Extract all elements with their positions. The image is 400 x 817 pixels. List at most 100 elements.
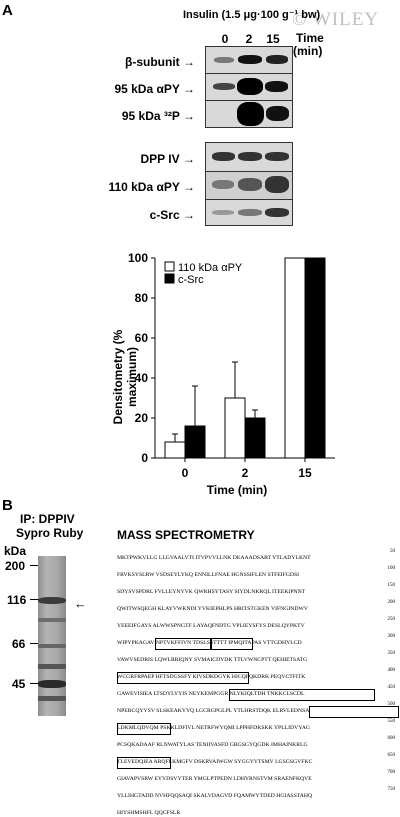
blot-band <box>265 81 288 92</box>
blot-beta-subunit <box>205 46 293 74</box>
gel-band <box>38 680 66 688</box>
blot-band <box>213 83 235 90</box>
chart-bar <box>224 397 246 459</box>
chart-y-tick-label: 0 <box>141 451 148 465</box>
sequence-position-number: 600 <box>387 736 396 741</box>
chart-bar <box>304 257 326 459</box>
blot-label-text: 110 kDa αPY <box>108 180 180 194</box>
chart-x-tick-label: 15 <box>298 466 312 480</box>
chart-x-axis-label: Time (min) <box>207 483 267 497</box>
sequence-position-number: 300 <box>387 634 396 639</box>
sequence-position-number: 500 <box>387 702 396 707</box>
chart-y-axis-label: Densitometry (% maximum) <box>111 329 139 425</box>
sequence-position-number: 100 <box>387 566 396 571</box>
blot-dpp-iv <box>205 142 293 172</box>
sequence-position-number: 650 <box>387 753 396 758</box>
sequence-line: LDKMLQDVQM PSKKLDFIVL NETRFWYQMI LPPHFDK… <box>117 725 310 731</box>
densitometry-chart: 0 20 40 60 80 100 0 2 15 Time (min) 110 kDa αPYc-S… <box>128 251 335 497</box>
chart-bar <box>244 417 266 459</box>
sequence-position-number: 350 <box>387 651 396 656</box>
sequence-position-number: 450 <box>387 685 396 690</box>
sequence-position-number: 150 <box>387 583 396 588</box>
marker-66: 66 <box>12 637 26 651</box>
blot-band <box>212 210 234 215</box>
lane-label-15: 15 <box>266 32 280 46</box>
chart-x-tick-label: 0 <box>182 466 189 480</box>
kda-label: kDa <box>4 544 27 558</box>
sequence-line: NPERCQYYSV SLSKEAKYYQ LGCRGPGLPL YTLHRST… <box>117 708 310 714</box>
chart-y-tick-label: 100 <box>128 251 148 265</box>
blot-band <box>212 180 234 189</box>
blot-label-text: DPP IV <box>140 152 180 166</box>
blot-label-text: β-subunit <box>125 55 180 69</box>
blot-95kda-apy <box>205 73 293 101</box>
chart-bar <box>164 441 186 459</box>
blot-band <box>238 152 262 161</box>
time-label: Time <box>296 31 324 45</box>
sequence-position-number: 50 <box>390 549 395 554</box>
blot-band <box>238 209 262 216</box>
blot-label-text: 95 kDa ³²P <box>121 109 180 123</box>
chart-legend-swatch <box>164 261 175 272</box>
marker-tick <box>30 599 38 600</box>
sequence-line: VAWVSEDRIS LQWLRRIQNY SVMAICDYDK TTLVWNC… <box>117 657 308 663</box>
protein-sequence: MKTPWKVLLG LLGVAALVTI ITVPVVLLNK DEAAADS… <box>117 549 399 816</box>
peptide-coverage-box <box>117 757 171 769</box>
marker-45: 45 <box>12 677 26 691</box>
sypro-ruby-gel-lane <box>38 556 66 716</box>
sequence-position-number: 400 <box>387 668 396 673</box>
sequence-line: FRVKSYSLRW VSDSEYLYKQ ENNILLFNAE HGNSSIF… <box>117 572 300 578</box>
peptide-coverage-box <box>117 723 171 735</box>
sequence-line: YLLIHGTADD NVHFQQSAQI SKALVDAGVD FQAMWYT… <box>117 793 313 799</box>
sequence-position-number: 250 <box>387 617 396 622</box>
chart-y-tick-label: 60 <box>135 331 149 345</box>
sequence-line: PCSQKADAAF RLNWATYLAS TENIIVASFD GRGSGYQ… <box>117 742 308 748</box>
peptide-coverage-box <box>229 689 375 701</box>
chart-bar <box>284 257 306 459</box>
marker-200: 200 <box>5 559 26 573</box>
blot-label-text: c-Src <box>149 208 180 222</box>
sequence-line: WCGRFRPAEP HFTSDGSSFY KIVSDKDGYK HICQFQK… <box>117 674 306 680</box>
sequence-line: SDYSVSPDRL FVLLEYNYVK QWRHSYTASY SIYDLNK… <box>117 589 306 595</box>
sequence-position-number: 750 <box>387 787 396 792</box>
blot-label-beta-subunit: β-subunit → <box>125 55 195 69</box>
chart-y-tick-label: 80 <box>135 291 149 305</box>
blot-110kda-apy <box>205 171 293 200</box>
blot-95kda-32p <box>205 100 293 128</box>
marker-tick <box>30 565 38 566</box>
chart-legend-swatch <box>164 273 175 284</box>
gel-band <box>38 644 66 648</box>
blot-band <box>214 57 234 63</box>
blot-band <box>265 152 289 161</box>
sequence-line: GAWEVISIEA LTSDYLYYIS NEYKEMPGGR NLYKIQL… <box>117 691 305 697</box>
mass-spec-title: MASS SPECTROMETRY <box>117 528 255 542</box>
gel-band <box>38 664 66 669</box>
blot-label-text: 95 kDa αPY <box>114 82 180 96</box>
lane-label-0: 0 <box>221 32 229 46</box>
blot-label-110kda-apy: 110 kDa αPY → <box>108 180 195 194</box>
blot-label-c-src: c-Src → <box>149 208 195 222</box>
peptide-coverage-box <box>211 638 253 650</box>
blot-band <box>238 55 262 64</box>
sequence-line: MKTPWKVLLG LLGVAALVTI ITVPVVLLNK DEAAADS… <box>117 555 311 561</box>
sequence-line: TLEVEDQIEA ARQFLKMGFV DSKRVAIWGW SYGGYVT… <box>117 759 313 765</box>
peptide-coverage-box <box>155 638 211 650</box>
chart-bar <box>184 425 206 459</box>
sequence-position-number: 550 <box>387 719 396 724</box>
blot-label-95kda-apy: 95 kDa αPY → <box>114 82 195 96</box>
lane-label-2: 2 <box>245 32 253 46</box>
blot-band <box>238 178 262 191</box>
sequence-position-number: 700 <box>387 770 396 775</box>
sequence-line: WIPYPKAGAV NPTVKFFIVN TDSLSSTTTT IPMQITA… <box>117 640 302 646</box>
blot-band <box>212 152 235 161</box>
blot-band <box>265 176 289 193</box>
sequence-line: GIAVAPVSRW EYYDSVYTER YMGLPTPEDN LDHYRNS… <box>117 776 312 782</box>
blot-band <box>237 102 264 126</box>
blot-band <box>266 106 289 121</box>
marker-tick <box>30 683 38 684</box>
marker-116: 116 <box>7 593 27 607</box>
blot-band <box>265 208 289 217</box>
panel-a-letter: A <box>2 2 13 19</box>
sequence-line: QWITWSQEGH KLAYVWKNDI YVKIEPHLPS HRITSTG… <box>117 606 308 612</box>
blot-band <box>266 55 288 64</box>
